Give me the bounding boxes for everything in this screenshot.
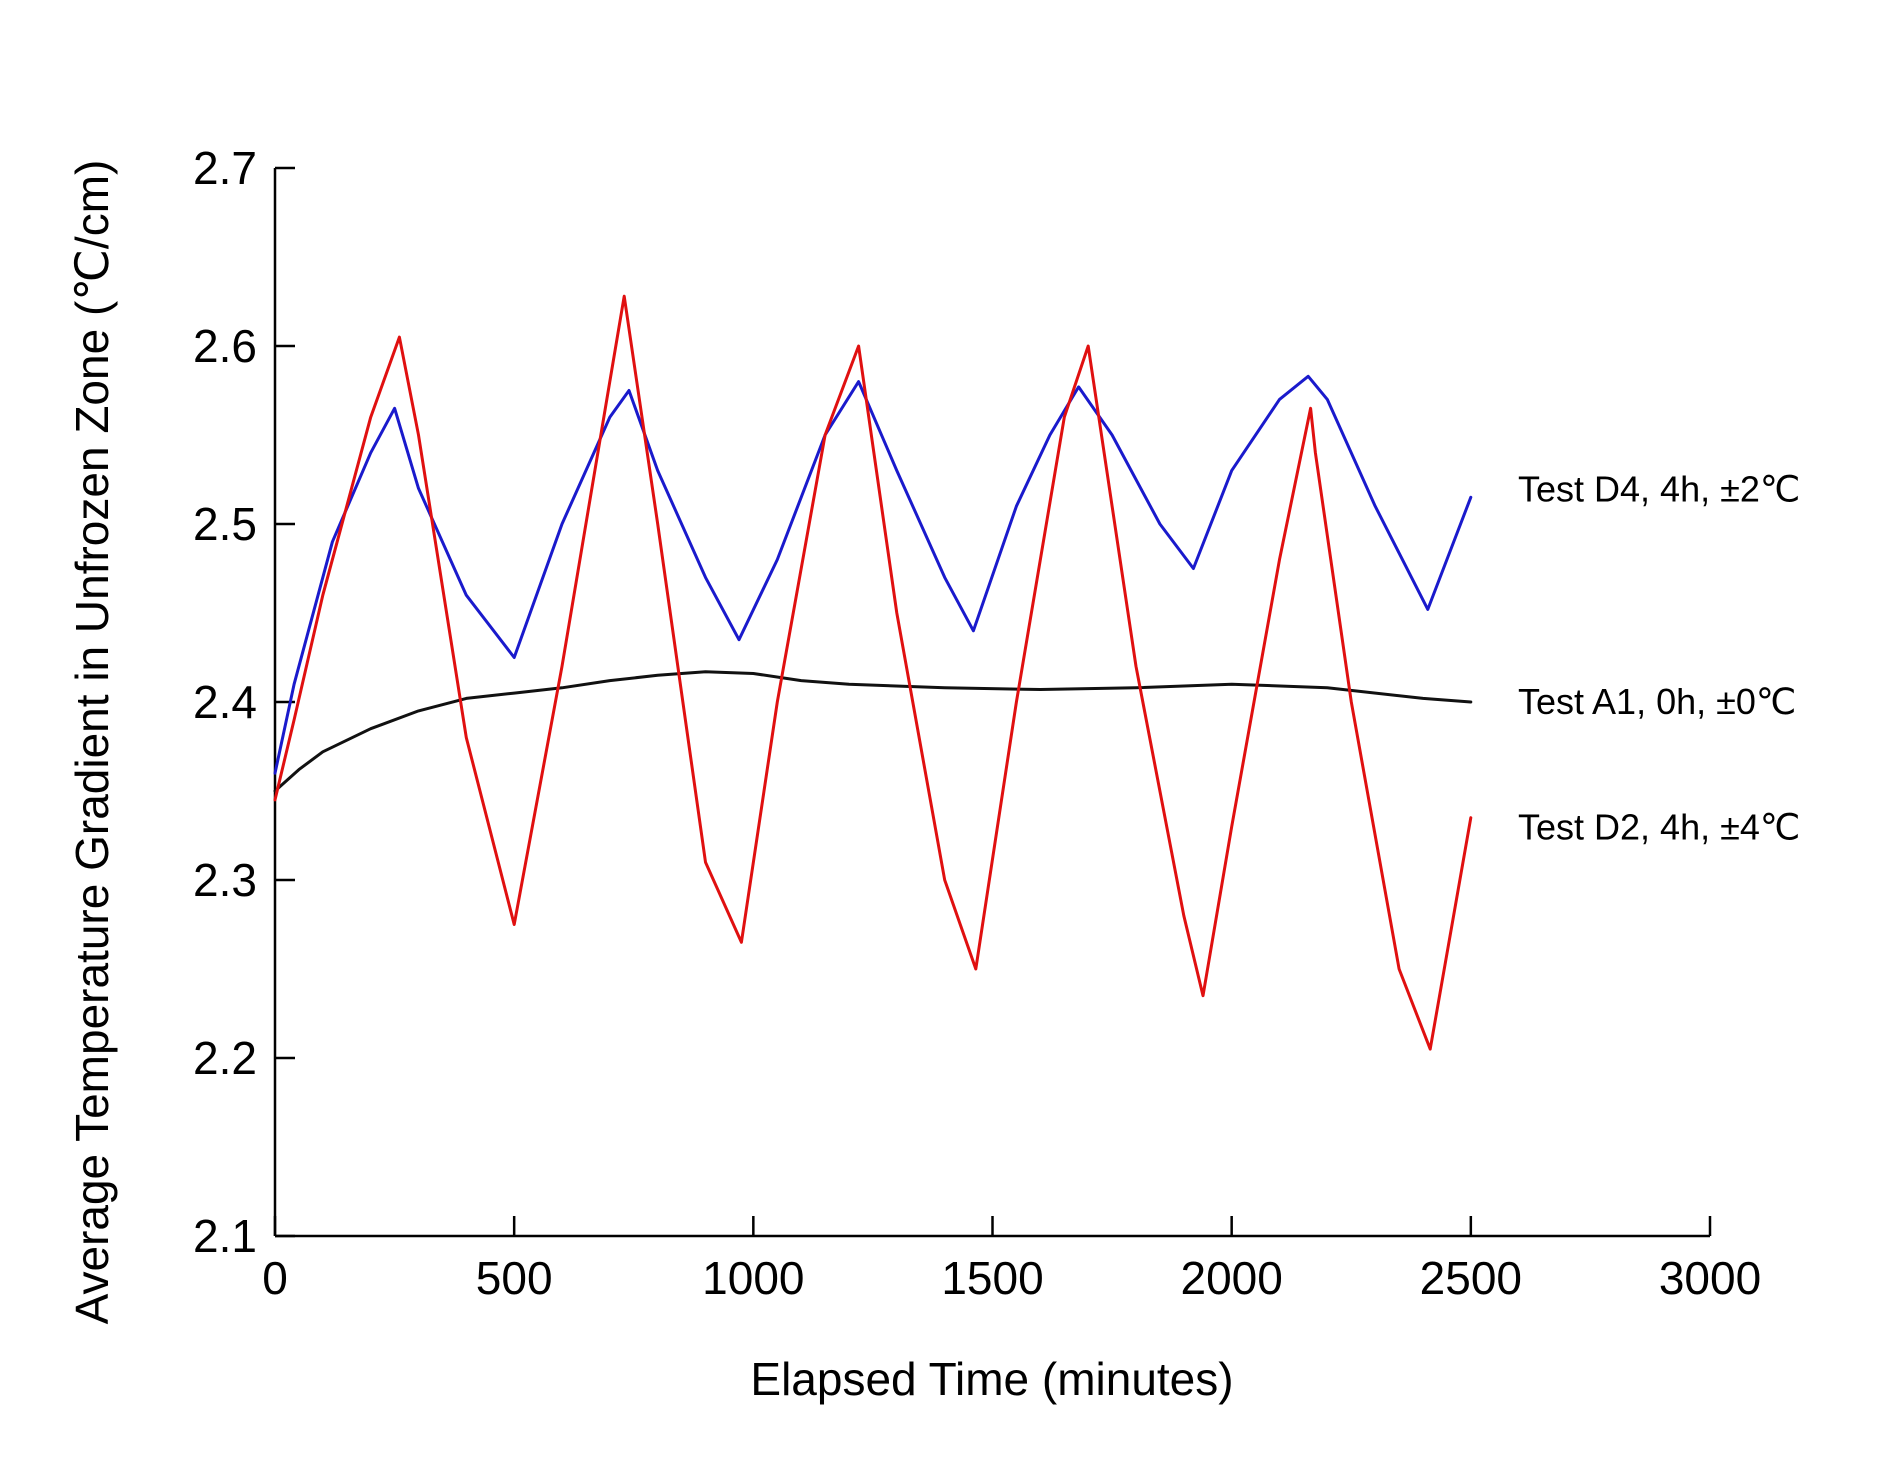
x-tick-label: 1500 bbox=[941, 1252, 1043, 1304]
x-tick-label: 0 bbox=[262, 1252, 288, 1304]
x-tick-label: 3000 bbox=[1659, 1252, 1761, 1304]
x-ticks: 0 500 1000 1500 2000 2500 3000 bbox=[262, 1216, 1761, 1304]
x-tick-label: 1000 bbox=[702, 1252, 804, 1304]
series-line-1 bbox=[273, 374, 1473, 775]
y-tick-label: 2.7 bbox=[193, 142, 257, 194]
x-tick-label: 500 bbox=[476, 1252, 553, 1304]
x-tick-label: 2500 bbox=[1420, 1252, 1522, 1304]
series-labels: Test D4, 4h, ±2℃ Test A1, 0h, ±0℃ Test D2,… bbox=[1518, 468, 1800, 847]
series-label-1: Test D4, 4h, ±2℃ bbox=[1518, 468, 1800, 509]
y-tick-label: 2.4 bbox=[193, 676, 257, 728]
y-tick-label: 2.5 bbox=[193, 498, 257, 550]
y-tick-label: 2.6 bbox=[193, 320, 257, 372]
y-axis-title: Average Temperature Gradient in Unfrozen… bbox=[66, 160, 118, 1325]
series-label-3: Test D2, 4h, ±4℃ bbox=[1518, 807, 1800, 848]
series-group bbox=[273, 294, 1473, 1051]
axes bbox=[273, 168, 1710, 1238]
y-tick-label: 2.3 bbox=[193, 854, 257, 906]
x-tick-label: 2000 bbox=[1180, 1252, 1282, 1304]
y-tick-label: 2.2 bbox=[193, 1032, 257, 1084]
y-tick-label: 2.1 bbox=[193, 1210, 257, 1262]
series-label-2: Test A1, 0h, ±0℃ bbox=[1518, 681, 1796, 722]
series-line-3 bbox=[273, 294, 1473, 1051]
x-axis-title: Elapsed Time (minutes) bbox=[750, 1353, 1233, 1405]
y-ticks: 2.1 2.2 2.3 2.4 2.5 2.6 2.7 bbox=[193, 142, 295, 1262]
series-line-2 bbox=[273, 670, 1473, 793]
